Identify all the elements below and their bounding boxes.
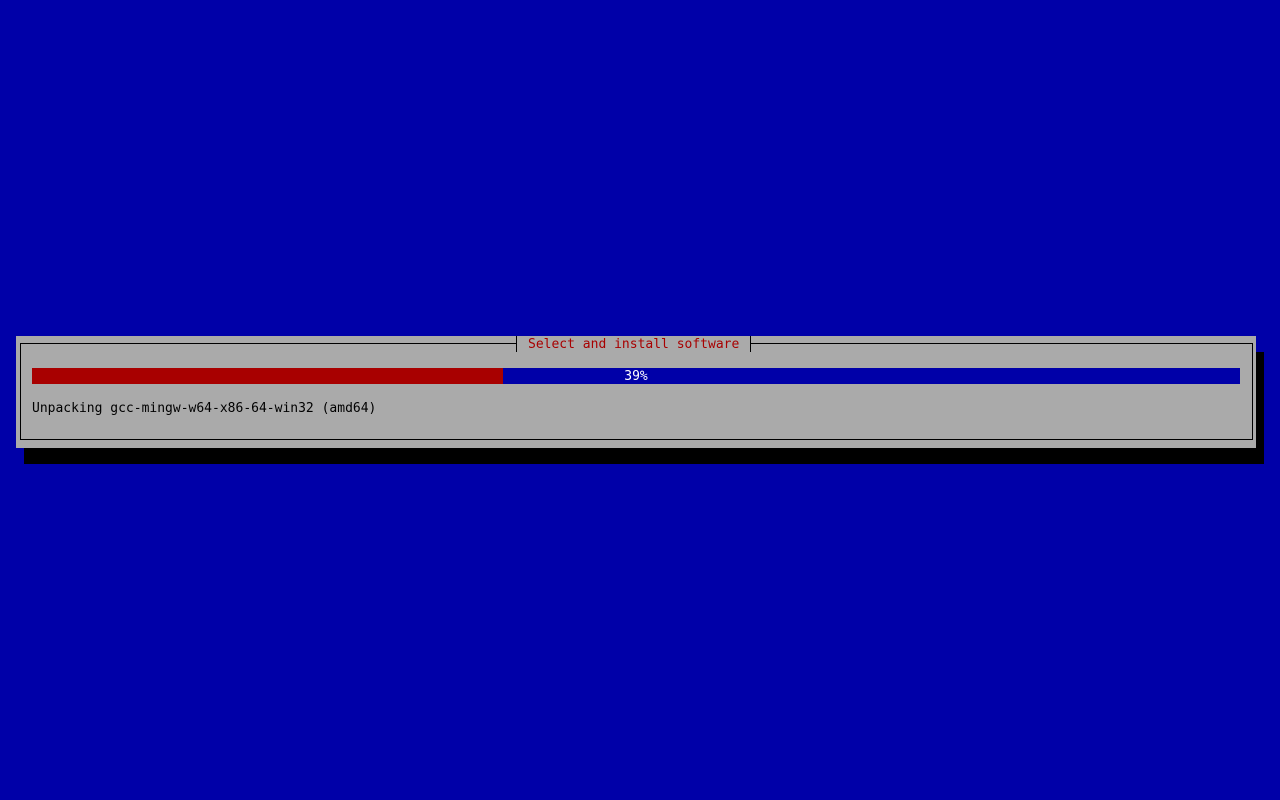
- progress-percent: 39%: [624, 369, 648, 384]
- progress-bar: 39%: [32, 368, 1240, 384]
- dialog-frame: [20, 343, 1253, 440]
- progress-fill: [32, 368, 504, 384]
- progress-dialog: Select and install software 39% Unpackin…: [16, 336, 1256, 448]
- dialog-title: Select and install software: [516, 336, 752, 352]
- status-text: Unpacking gcc-mingw-w64-x86-64-win32 (am…: [32, 401, 377, 416]
